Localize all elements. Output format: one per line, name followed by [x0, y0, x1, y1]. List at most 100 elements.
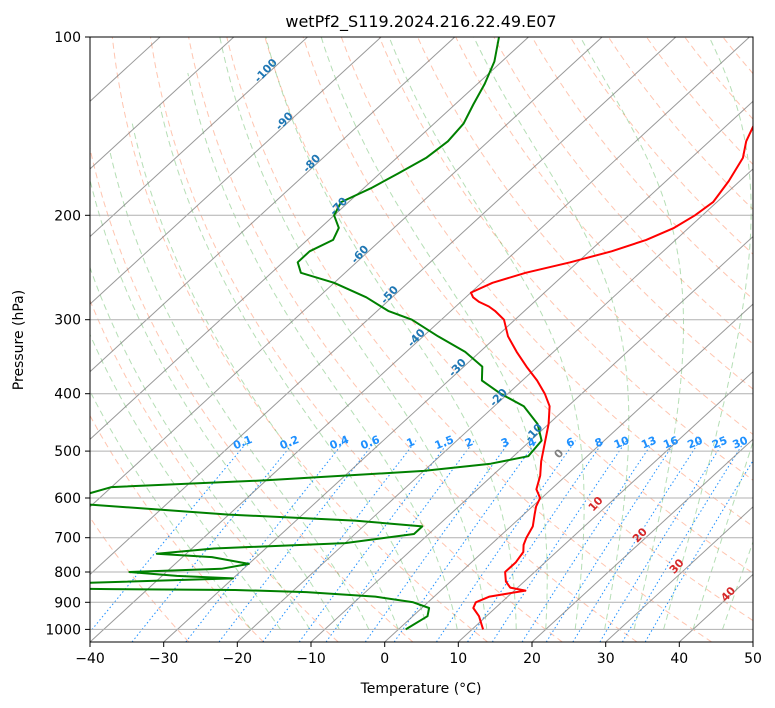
isotherm-line: [90, 37, 456, 373]
isotherm-line: [384, 303, 753, 642]
y-axis-ticks: 100 200 300 400 500 600 700 800 900 1000: [45, 30, 90, 638]
mixing-ratio-label: 1: [405, 435, 417, 450]
moist-adiabat-line: [320, 37, 548, 630]
y-axis-label: Pressure (hPa): [11, 290, 27, 390]
y-tick-label: 600: [54, 491, 81, 507]
x-tick-label: 50: [744, 651, 762, 667]
mixing-ratio-line: [467, 440, 605, 642]
isotherm-line: [605, 506, 753, 642]
moist-adiabat-line: [579, 37, 684, 630]
x-tick-label: 30: [597, 651, 615, 667]
mixing-ratio-line: [131, 440, 296, 642]
mixing-ratio-line: [621, 440, 746, 642]
dry-adiabat-line: [111, 37, 488, 642]
isotherm-line: [90, 37, 235, 170]
moist-adiabat-line: [131, 123, 399, 630]
mixing-ratio-lines: [90, 440, 753, 642]
pressure-gridlines: [90, 37, 753, 630]
mixing-ratio-line: [545, 440, 677, 642]
y-tick-label: 1000: [45, 622, 81, 638]
x-axis-ticks: −40 −30 −20 −10 0 10 20 30 40 50: [75, 642, 762, 667]
mixing-ratio-label: 16: [661, 434, 680, 452]
dry-adiabat-line: [531, 37, 753, 300]
moist-adiabat-line: [388, 37, 585, 630]
chart-title: wetPf2_S119.2024.216.22.49.E07: [285, 12, 556, 32]
mixing-ratio-line: [599, 440, 725, 642]
dry-adiabat-line: [264, 37, 753, 622]
moist-adiabat-line: [692, 440, 753, 630]
x-axis-label: Temperature (°C): [360, 681, 482, 697]
mixing-ratio-label: 36: [751, 434, 770, 452]
dry-adiabat-line: [90, 145, 414, 642]
x-tick-label: −20: [223, 651, 253, 667]
moist-adiabat-line: [219, 37, 488, 630]
dewpoint-profile-line: [90, 37, 543, 631]
x-tick-label: −10: [296, 651, 326, 667]
y-tick-label: 500: [54, 444, 81, 460]
isotherm-line: [531, 438, 753, 642]
y-tick-label: 400: [54, 387, 81, 403]
mixing-ratio-line: [90, 440, 249, 633]
x-tick-label: −40: [75, 651, 105, 667]
moist-adiabat-line: [187, 72, 458, 630]
mixing-ratio-line: [325, 440, 475, 642]
moist-adiabat-line: [109, 149, 370, 630]
dry-adiabat-line: [378, 37, 753, 481]
temperature-profile-line: [469, 124, 753, 630]
dry-adiabat-line: [493, 37, 753, 345]
x-tick-label: −30: [149, 651, 179, 667]
y-tick-label: 300: [54, 313, 81, 329]
mixing-ratio-line: [185, 440, 346, 642]
y-tick-label: 100: [54, 30, 81, 46]
isotherm-line: [457, 370, 753, 642]
moist-adiabat-line: [473, 37, 630, 630]
isotherm-line: [90, 37, 677, 576]
y-tick-label: 800: [54, 565, 81, 581]
mixing-ratio-label: 2: [463, 435, 475, 450]
y-tick-label: 900: [54, 595, 81, 611]
x-tick-label: 40: [670, 651, 688, 667]
isotherm-line: [163, 100, 753, 642]
mixing-ratio-label: 30: [731, 434, 750, 452]
dry-adiabat-line: [188, 37, 638, 642]
moist-adiabat-line: [159, 104, 429, 630]
dry-adiabat-line: [417, 37, 753, 436]
moist-adiabat-line: [663, 37, 752, 630]
mixing-ratio-line: [491, 440, 627, 642]
y-tick-label: 200: [54, 208, 81, 224]
mixing-ratio-label: 10: [612, 434, 631, 452]
mixing-ratio-label: 25: [710, 434, 729, 452]
mixing-ratio-line: [218, 440, 376, 642]
isotherms: [90, 37, 753, 642]
x-tick-label: 10: [449, 651, 467, 667]
y-tick-label: 700: [54, 531, 81, 547]
isotherm-line: [236, 168, 753, 642]
moist-adiabat-line: [90, 333, 281, 630]
isotherm-line: [90, 37, 382, 305]
isotherm-line: [310, 235, 753, 642]
isotherm-line: [90, 37, 308, 238]
dry-adiabat-line: [302, 37, 753, 574]
mixing-ratio-line: [298, 440, 450, 642]
dry-adiabat-line: [150, 37, 563, 642]
x-tick-label: 0: [380, 651, 389, 667]
moist-adiabat-line: [90, 389, 252, 630]
isotherm-line: [90, 37, 603, 508]
dry-adiabat-line: [455, 37, 753, 390]
mixing-ratio-line: [521, 440, 655, 642]
x-tick-label: 20: [523, 651, 541, 667]
isotherm-line: [90, 37, 750, 642]
mixing-ratio-label: 13: [639, 434, 658, 452]
mixing-ratio-line: [644, 459, 753, 642]
mixing-ratio-label: 3: [499, 435, 511, 450]
plot-frame: [89, 36, 754, 643]
mixing-ratio-label: 8: [593, 435, 605, 450]
moist-adiabat-line: [722, 540, 753, 630]
mixing-ratio-label: 20: [686, 434, 705, 452]
plot-area: 0.10.20.40.611.52346810131620253036-100-…: [90, 37, 770, 642]
mixing-ratio-line: [572, 440, 701, 642]
mixing-ratio-line: [435, 440, 576, 642]
profile-series: [90, 37, 753, 631]
moist-adiabat-line: [90, 178, 340, 630]
